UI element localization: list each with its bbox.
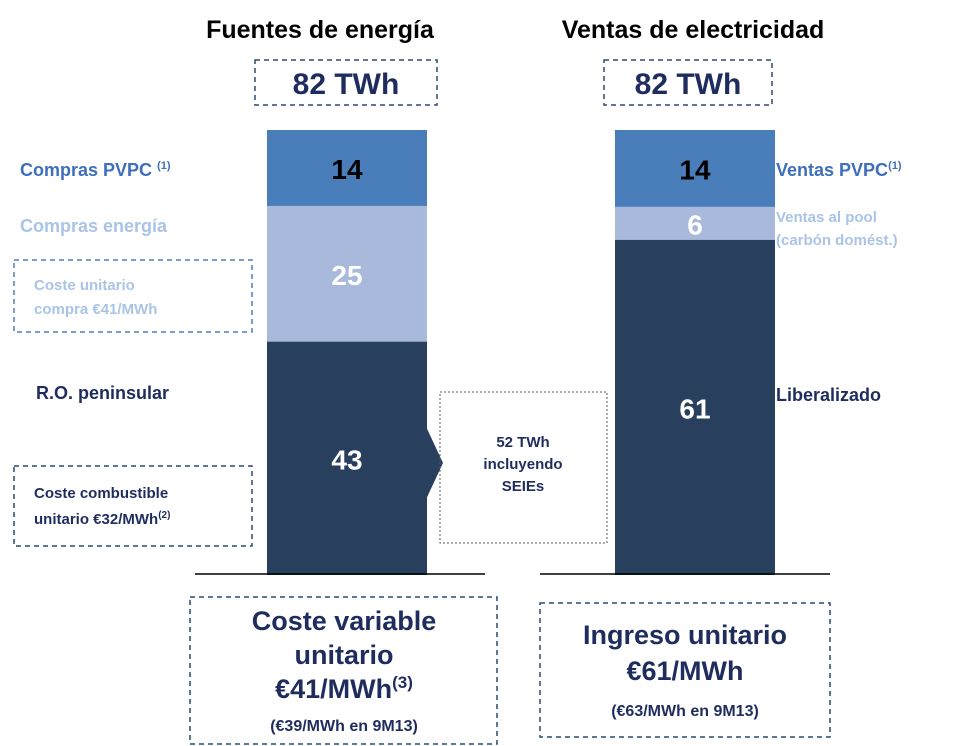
arrow <box>422 418 443 508</box>
segment-label: Compras PVPC (1) <box>20 160 171 180</box>
segment-value: 43 <box>331 444 362 475</box>
summary-line: unitario <box>295 640 394 670</box>
summary-line: €61/MWh <box>626 656 743 686</box>
bar-segment <box>615 130 775 207</box>
right-total-box <box>603 59 773 106</box>
segment-label: Ventas al pool <box>776 209 877 226</box>
summary-sub: (€63/MWh en 9M13) <box>611 703 759 720</box>
price-box-line: Coste unitario <box>34 277 135 294</box>
segment-value: 14 <box>331 154 363 185</box>
bar-segment <box>615 239 775 576</box>
segment-label: Ventas PVPC(1) <box>776 160 902 180</box>
middle-line: incluyendo <box>483 456 562 473</box>
bar-segment <box>615 206 775 240</box>
middle-line: 52 TWh <box>496 434 549 451</box>
segment-label: Compras energía <box>20 216 168 236</box>
segment-label: Liberalizado <box>776 385 881 405</box>
price-box-line: compra €41/MWh <box>34 301 157 318</box>
bar-segment <box>267 130 427 206</box>
middle-line: SEIEs <box>502 478 545 495</box>
left-summary-box <box>189 596 498 745</box>
fuel-box-line: Coste combustible <box>34 485 168 502</box>
segment-value: 6 <box>687 209 703 240</box>
summary-line: Ingreso unitario <box>583 620 787 650</box>
summary-line: Coste variable <box>252 606 437 636</box>
left-total: 82 TWh <box>293 68 400 101</box>
segment-value: 61 <box>679 393 710 424</box>
left-total-box <box>254 59 438 106</box>
right-summary-box <box>539 602 831 738</box>
middle-box <box>439 391 608 544</box>
left-title: Fuentes de energía <box>206 16 435 44</box>
fuel-box-line: unitario €32/MWh(2) <box>34 510 170 528</box>
bars: 14 25 43 14 6 61 <box>267 130 775 576</box>
bar-segment <box>267 205 427 342</box>
right-title: Ventas de electricidad <box>562 16 825 44</box>
right-total: 82 TWh <box>635 68 742 101</box>
segment-value: 25 <box>331 260 362 291</box>
segment-label: (carbón domést.) <box>776 232 898 249</box>
bar-segment <box>267 341 427 575</box>
fuel-box <box>13 465 253 547</box>
segment-value: 14 <box>679 154 711 185</box>
segment-label: R.O. peninsular <box>36 383 169 403</box>
summary-sub: (€39/MWh en 9M13) <box>270 718 418 735</box>
summary-line: €41/MWh(3) <box>275 673 413 704</box>
price-box <box>13 259 253 333</box>
